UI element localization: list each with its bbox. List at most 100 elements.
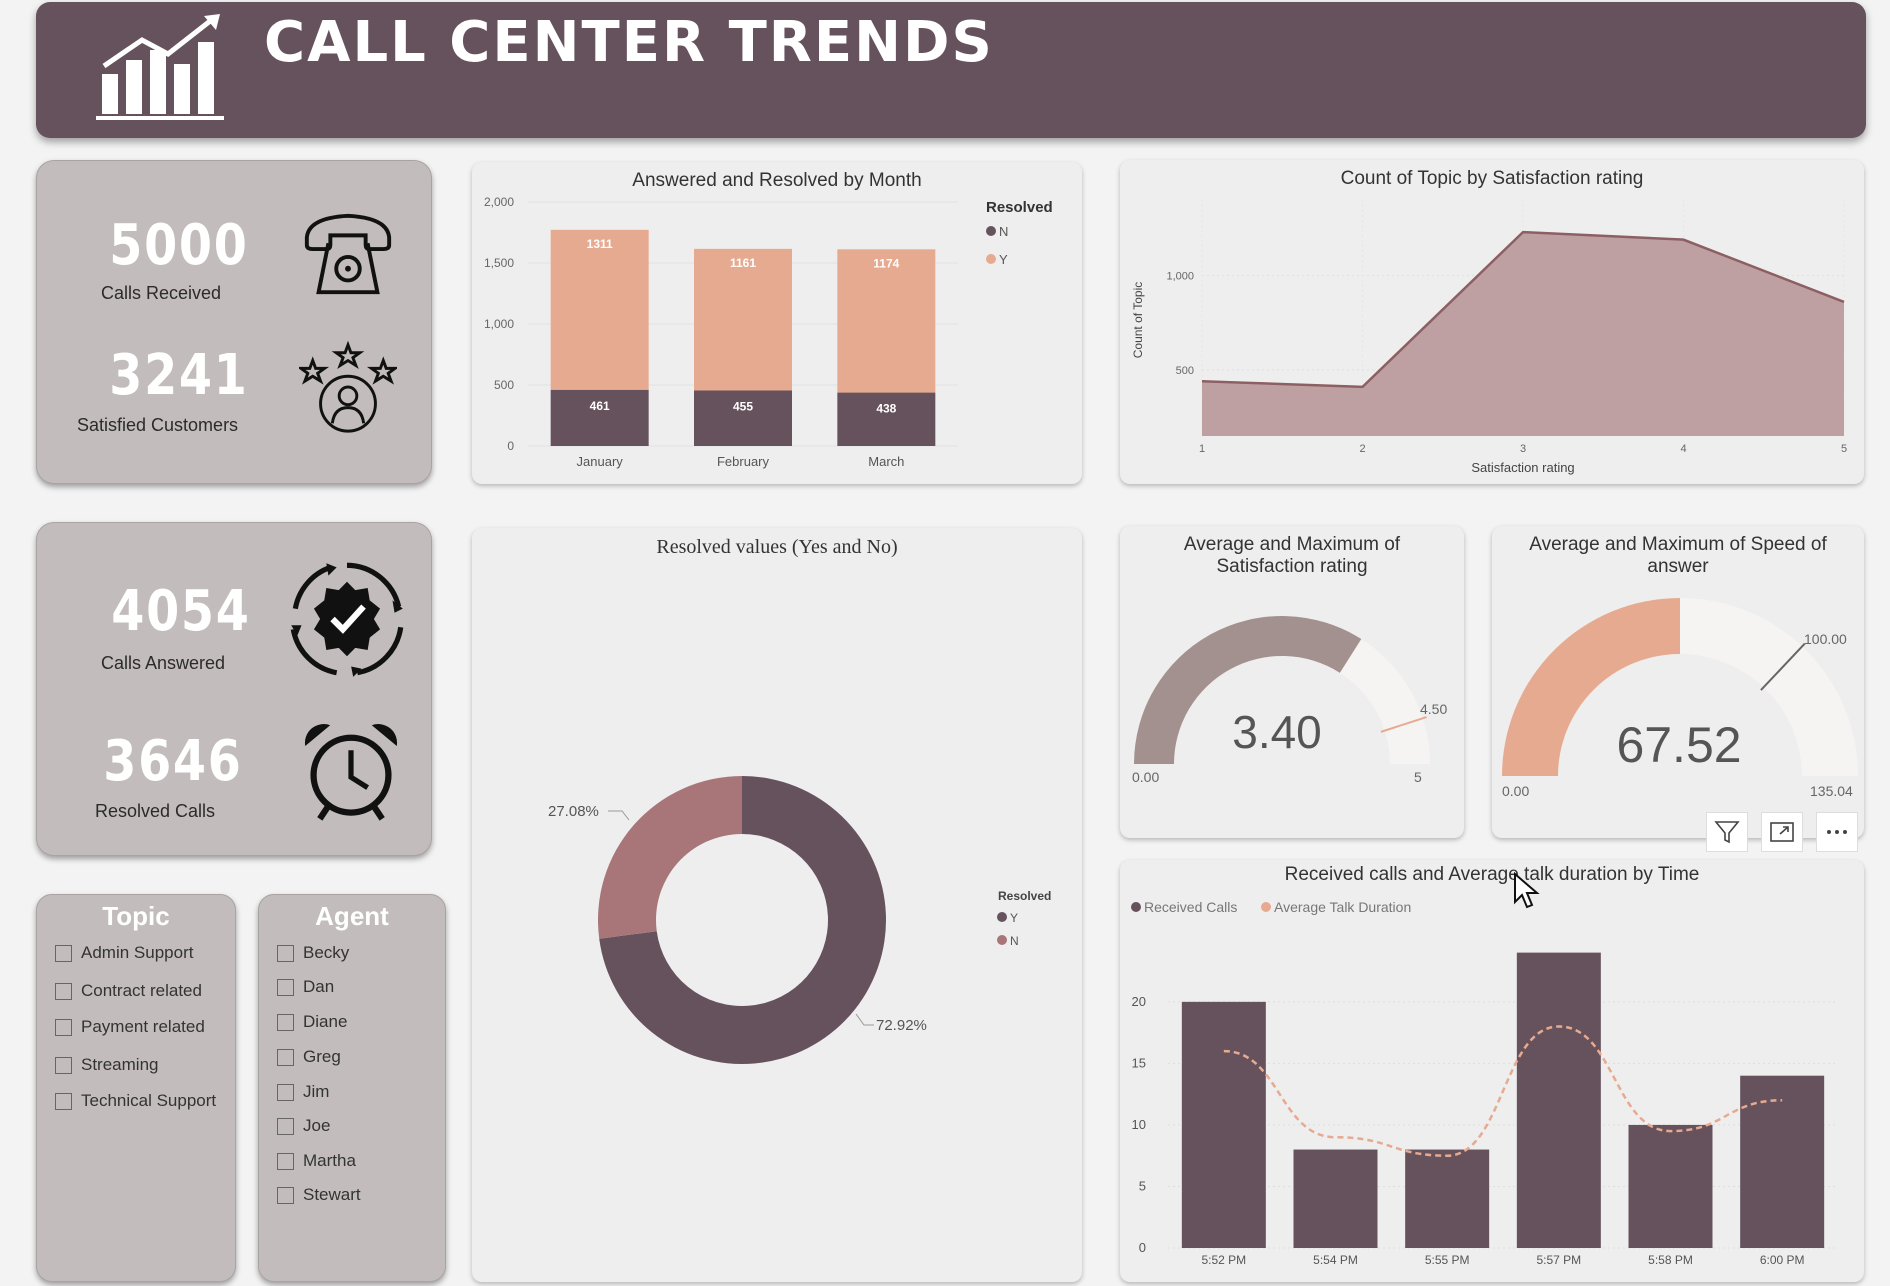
topic-option[interactable]: Payment related <box>55 1017 205 1037</box>
topic-option-label: Technical Support <box>81 1091 217 1110</box>
checkbox[interactable] <box>277 978 294 996</box>
answered-resolved-panel[interactable]: Answered and Resolved by Month 0 500 1,000… <box>472 162 1082 484</box>
legend-title: Resolved <box>986 199 1053 216</box>
data-label-y: 1174 <box>873 256 899 270</box>
legend-marker-received <box>1131 902 1141 912</box>
line-average-talk-duration <box>1223 1025 1783 1157</box>
x-tick-label: 3 <box>1520 443 1526 455</box>
x-tick-label: March <box>868 454 904 469</box>
legend-label-received: Received Calls <box>1144 899 1237 915</box>
checkbox[interactable] <box>277 944 294 962</box>
answered-resolved-title: Answered and Resolved by Month <box>632 170 922 191</box>
x-tick-label: 5:58 PM <box>1648 1253 1693 1267</box>
checkbox[interactable] <box>277 1048 294 1066</box>
gauge-value: 67.52 <box>1616 717 1741 773</box>
calls-time-chart: 0 5 10 15 20 5:52 PM 5:54 PM 5:55 PM 5:57 PM 5:58… <box>1131 899 1838 1267</box>
topic-option[interactable]: Technical Support <box>55 1091 216 1111</box>
topic-satisfaction-panel[interactable]: Count of Topic by Satisfaction rating 50… <box>1120 160 1864 484</box>
agent-option[interactable]: Stewart <box>277 1185 361 1205</box>
checkbox[interactable] <box>55 982 72 1000</box>
topic-option[interactable]: Admin Support <box>55 943 193 963</box>
agent-option[interactable]: Becky <box>277 943 349 963</box>
agent-option[interactable]: Martha <box>277 1151 356 1171</box>
checkbox[interactable] <box>55 1092 72 1110</box>
topic-option[interactable]: Contract related <box>55 981 202 1001</box>
legend-marker-y <box>986 254 996 264</box>
more-options-button[interactable] <box>1816 812 1858 852</box>
satisfaction-gauge-title: Average and Maximum of Satisfaction rati… <box>1183 534 1401 577</box>
checkbox[interactable] <box>277 1117 294 1135</box>
calls-time-panel[interactable]: Received calls and Average talk duration… <box>1120 860 1864 1282</box>
page-title: CALL CENTER TRENDS <box>264 10 994 75</box>
bar-y <box>550 229 649 390</box>
focus-mode-button[interactable] <box>1761 812 1803 852</box>
y-tick-label: 10 <box>1132 1117 1146 1132</box>
agent-option[interactable]: Jim <box>277 1082 329 1102</box>
agent-option[interactable]: Joe <box>277 1116 330 1136</box>
checkbox[interactable] <box>277 1083 294 1101</box>
calls-answered-label: Calls Answered <box>101 653 226 673</box>
area-line <box>1201 230 1845 389</box>
legend-label-y: Y <box>999 252 1008 267</box>
resolved-donut-panel[interactable]: Resolved values (Yes and No) 27.08% 72.9… <box>472 528 1082 1282</box>
checkbox[interactable] <box>277 1152 294 1170</box>
telephone-icon <box>304 213 392 295</box>
topic-satisfaction-chart: 500 1,000 1 2 3 4 5 Satisfaction rating Count … <box>1131 200 1847 475</box>
donut-leader-n <box>608 810 630 821</box>
calls-received-label: Calls Received <box>101 283 222 303</box>
x-tick-label: January <box>577 454 624 469</box>
agent-option-label: Greg <box>303 1047 341 1066</box>
y-tick-label: 500 <box>494 378 514 392</box>
data-label-n: 461 <box>590 399 610 413</box>
agent-option[interactable]: Greg <box>277 1047 341 1067</box>
agent-option[interactable]: Diane <box>277 1012 347 1032</box>
agent-option-label: Diane <box>303 1012 348 1031</box>
speed-gauge-panel[interactable]: Average and Maximum of Speed of answer 6… <box>1492 526 1864 838</box>
chart-growth-icon <box>96 14 224 120</box>
agent-option[interactable]: Dan <box>277 977 334 997</box>
x-tick-label: 5:54 PM <box>1313 1253 1358 1267</box>
gauge-max: 135.04 <box>1810 783 1853 799</box>
filter-button[interactable] <box>1706 812 1748 852</box>
gauge-target-marker <box>1760 642 1806 691</box>
checkbox[interactable] <box>55 1056 72 1074</box>
gauge-fill <box>1502 598 1680 776</box>
y-tick-label: 500 <box>1176 365 1194 377</box>
dashboard-header: CALL CENTER TRENDS <box>36 2 1866 138</box>
bar-n <box>694 390 792 446</box>
x-tick-label: 1 <box>1199 443 1205 455</box>
y-tick-label: 1,000 <box>1166 271 1194 283</box>
bar-received-calls <box>1405 1149 1490 1248</box>
checkbox[interactable] <box>277 1013 294 1031</box>
bar-n <box>837 392 936 446</box>
more-options-icon <box>1827 830 1847 834</box>
calls-time-title: Received calls and Average talk duration… <box>1284 864 1700 885</box>
resolved-calls-value: 3646 <box>103 729 243 794</box>
bar-y <box>694 248 792 391</box>
speed-gauge: 67.52 0.00 135.04 100.00 <box>1502 598 1858 799</box>
legend-marker-y <box>997 912 1007 922</box>
topic-option[interactable]: Streaming <box>55 1055 158 1075</box>
checkbox[interactable] <box>55 1018 72 1036</box>
bar-received-calls <box>1181 1001 1266 1248</box>
agent-option-label: Martha <box>303 1151 356 1170</box>
data-label-n: 455 <box>733 399 753 413</box>
donut-label-y: 72.92% <box>876 1017 927 1034</box>
bar-received-calls <box>1293 1149 1378 1248</box>
data-label-y: 1311 <box>587 237 613 251</box>
gauge-min: 0.00 <box>1502 783 1529 799</box>
satisfaction-gauge-panel[interactable]: Average and Maximum of Satisfaction rati… <box>1120 526 1464 838</box>
x-tick-label: 2 <box>1359 443 1365 455</box>
legend-label-n: N <box>1010 934 1019 948</box>
x-tick-label: 6:00 PM <box>1760 1253 1805 1267</box>
legend-marker-n <box>986 226 996 236</box>
gauge-target: 4.50 <box>1420 701 1447 717</box>
resolved-donut-chart: 27.08% 72.92% Resolved Y N <box>548 776 1051 1064</box>
kpi-card-answered: 4054 Calls Answered 3646 Resolved Calls <box>36 522 432 856</box>
x-tick-label: 5:52 PM <box>1201 1253 1246 1267</box>
checkbox[interactable] <box>277 1186 294 1204</box>
legend-label-y: Y <box>1010 911 1018 925</box>
satisfied-customer-icon <box>299 340 397 433</box>
checkbox[interactable] <box>55 944 72 962</box>
y-tick-label: 0 <box>1139 1240 1146 1255</box>
